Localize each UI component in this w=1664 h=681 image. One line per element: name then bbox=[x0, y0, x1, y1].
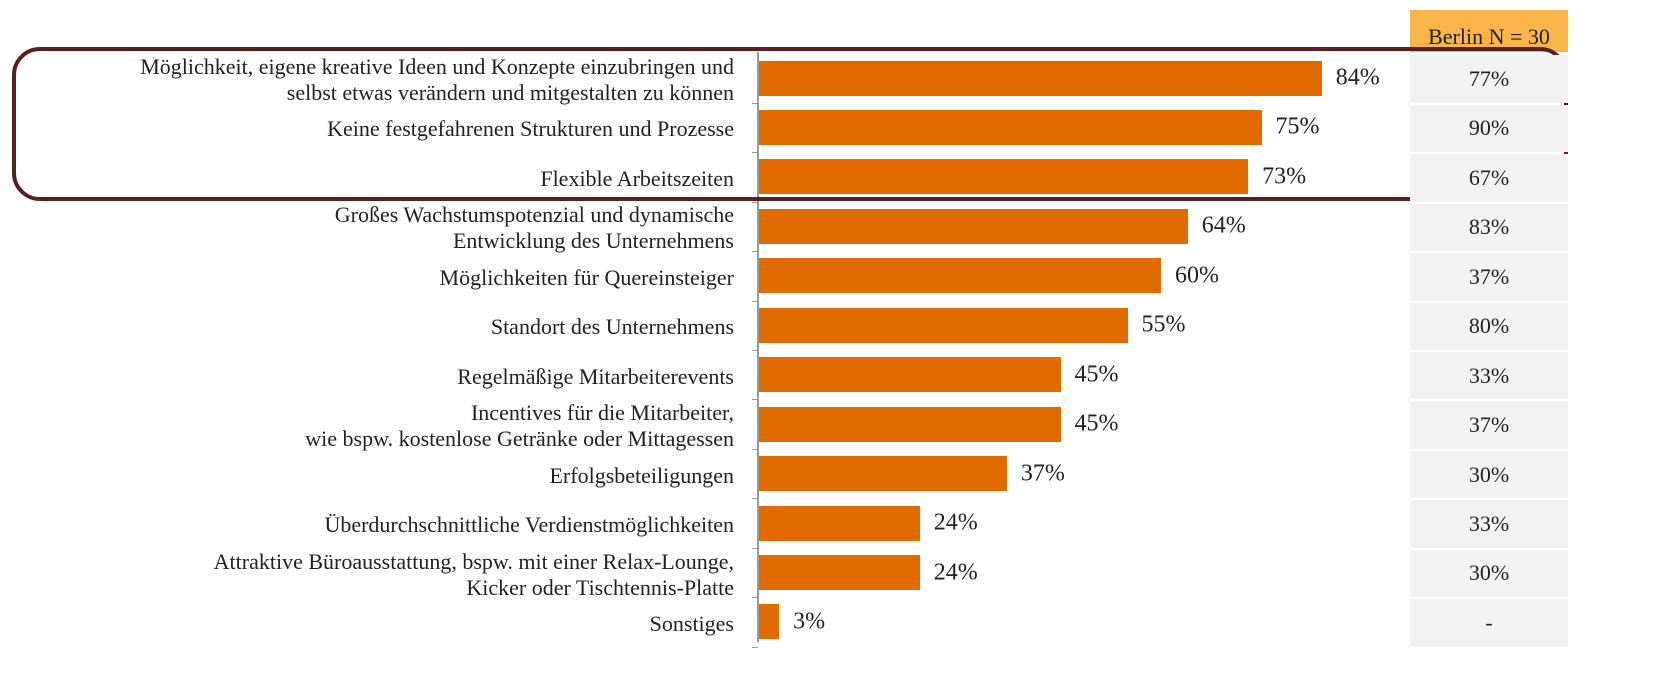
axis-tick bbox=[752, 300, 758, 302]
category-label: Möglichkeit, eigene kreative Ideen und K… bbox=[140, 54, 734, 105]
table-cell: 67% bbox=[1410, 154, 1568, 202]
value-label: 45% bbox=[1074, 410, 1119, 437]
table-cell: 30% bbox=[1410, 549, 1568, 598]
value-label: 60% bbox=[1175, 262, 1219, 289]
category-label: Incentives für die Mitarbeiter, wie bspw… bbox=[305, 400, 734, 452]
category-label: Überdurchschnittliche Verdienstmöglichke… bbox=[324, 512, 734, 538]
category-label: Möglichkeiten für Quereinsteiger bbox=[439, 264, 734, 290]
value-label: 37% bbox=[1020, 460, 1065, 487]
bar bbox=[759, 159, 1249, 195]
value-label: 64% bbox=[1201, 212, 1246, 239]
axis-tick bbox=[752, 448, 758, 450]
bar bbox=[759, 505, 920, 541]
axis-tick bbox=[752, 251, 758, 253]
axis-tick bbox=[752, 201, 758, 203]
value-label: 24% bbox=[933, 509, 978, 536]
category-label: Attraktive Büroausstattung, bspw. mit ei… bbox=[213, 548, 734, 600]
value-label: 75% bbox=[1275, 113, 1320, 140]
bar bbox=[759, 604, 780, 640]
table-cell: - bbox=[1410, 599, 1568, 647]
axis-tick bbox=[752, 349, 758, 351]
bar bbox=[759, 109, 1262, 145]
bar bbox=[759, 555, 920, 590]
axis-tick bbox=[752, 597, 758, 599]
value-label: 73% bbox=[1262, 163, 1307, 190]
axis-tick bbox=[752, 498, 758, 500]
category-label: Regelmäßige Mitarbeiterevents bbox=[457, 363, 734, 389]
table-cell: 90% bbox=[1410, 104, 1568, 153]
category-label: Flexible Arbeitszeiten bbox=[540, 165, 734, 191]
value-label: 55% bbox=[1141, 311, 1186, 338]
bar bbox=[759, 60, 1322, 96]
bar bbox=[759, 406, 1061, 442]
table-cell: 80% bbox=[1410, 302, 1568, 350]
table-cell: 33% bbox=[1410, 500, 1568, 548]
axis-tick bbox=[752, 152, 758, 154]
value-label: 84% bbox=[1335, 64, 1380, 91]
bar bbox=[759, 258, 1161, 294]
axis-tick bbox=[752, 102, 758, 104]
axis-line bbox=[757, 52, 759, 642]
table-cell: 83% bbox=[1410, 203, 1568, 252]
category-label: Großes Wachstumspotenzial und dynamische… bbox=[334, 202, 734, 254]
axis-tick bbox=[752, 646, 758, 648]
value-label: 24% bbox=[933, 559, 978, 585]
table-header: Berlin N = 30 bbox=[1410, 10, 1568, 52]
bar bbox=[759, 208, 1188, 244]
category-label: Sonstiges bbox=[649, 610, 734, 636]
bar bbox=[759, 456, 1007, 492]
category-label: Keine festgefahrenen Strukturen und Proz… bbox=[327, 116, 734, 142]
table-cell: 30% bbox=[1410, 450, 1568, 499]
table-cell: 37% bbox=[1410, 253, 1568, 301]
table-cell: 77% bbox=[1410, 55, 1568, 103]
bar bbox=[759, 357, 1061, 393]
bar bbox=[759, 307, 1128, 343]
table-cell: 33% bbox=[1410, 351, 1568, 400]
category-label: Standort des Unternehmens bbox=[490, 314, 734, 340]
table-cell: 37% bbox=[1410, 401, 1568, 449]
axis-tick bbox=[752, 399, 758, 401]
value-label: 3% bbox=[793, 608, 826, 635]
category-label: Erfolgsbeteiligungen bbox=[549, 462, 734, 488]
axis-tick bbox=[752, 547, 758, 549]
value-label: 45% bbox=[1074, 361, 1119, 388]
